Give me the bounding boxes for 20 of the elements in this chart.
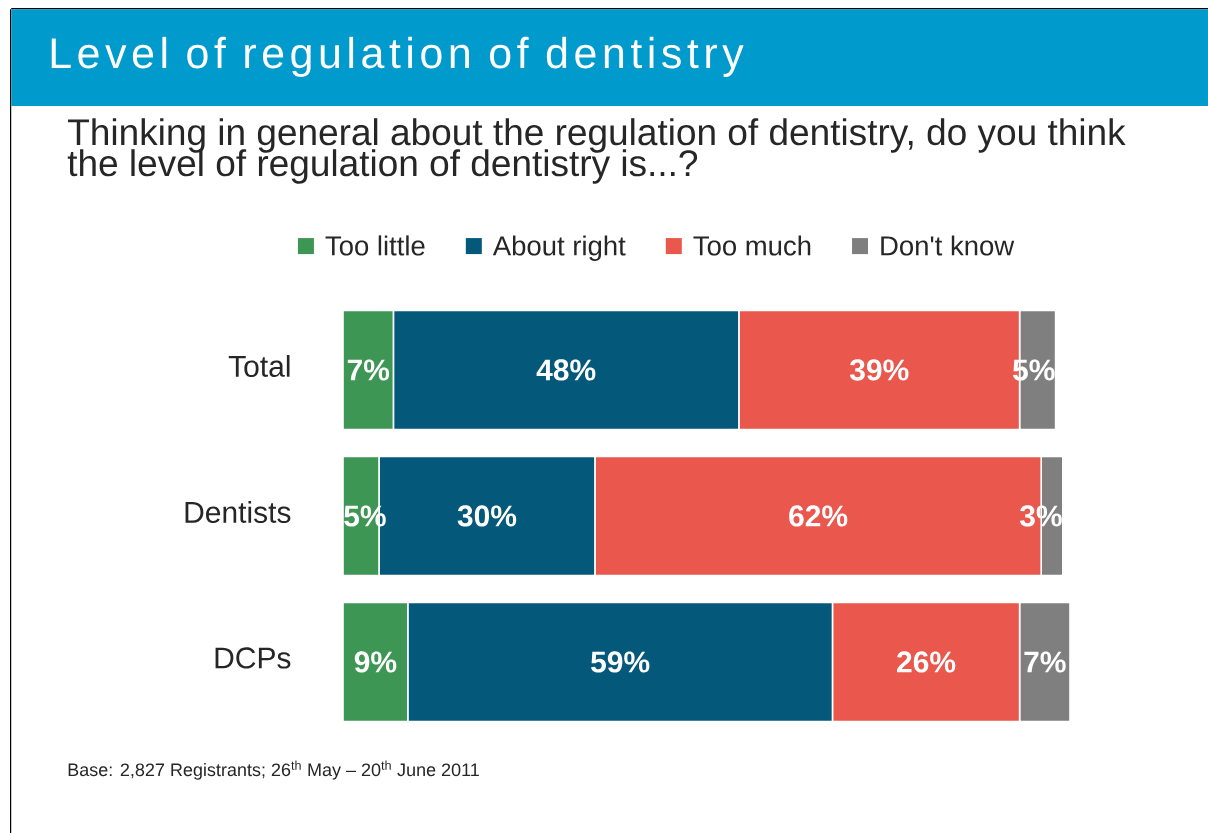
chart-title: Level of regulation of dentistry <box>51 36 744 77</box>
data-label: 9% <box>354 651 397 673</box>
legend-label: Too little <box>325 235 425 256</box>
text: Base: 2,827 Registrants; 26$^{th}$ May – 20$^{th}$ June 2011 <box>68 760 479 780</box>
data-label: 48% <box>536 359 596 381</box>
chart-subtitle: Thinking in general about the regulation of dentistry, do you think the level of regulation of dentistry is...? <box>67 118 1126 184</box>
data-label: 30% <box>457 505 517 527</box>
series-label: About right <box>492 235 626 262</box>
y-tick-label: Dentists <box>185 500 291 524</box>
data-label: 7% <box>1024 651 1066 673</box>
data-label: 59% <box>591 651 650 673</box>
data-label: 7% <box>347 359 390 381</box>
y-tick-label: Total <box>228 354 290 378</box>
legend-label: Too much <box>693 235 811 256</box>
data-label: 39% <box>849 359 909 381</box>
data-label: 26% <box>897 651 956 673</box>
data-label: 3% <box>1019 505 1062 527</box>
y-tick-label: DCPs <box>215 647 291 669</box>
legend-label: Don't know <box>881 235 1015 256</box>
data-label: 62% <box>789 505 848 527</box>
